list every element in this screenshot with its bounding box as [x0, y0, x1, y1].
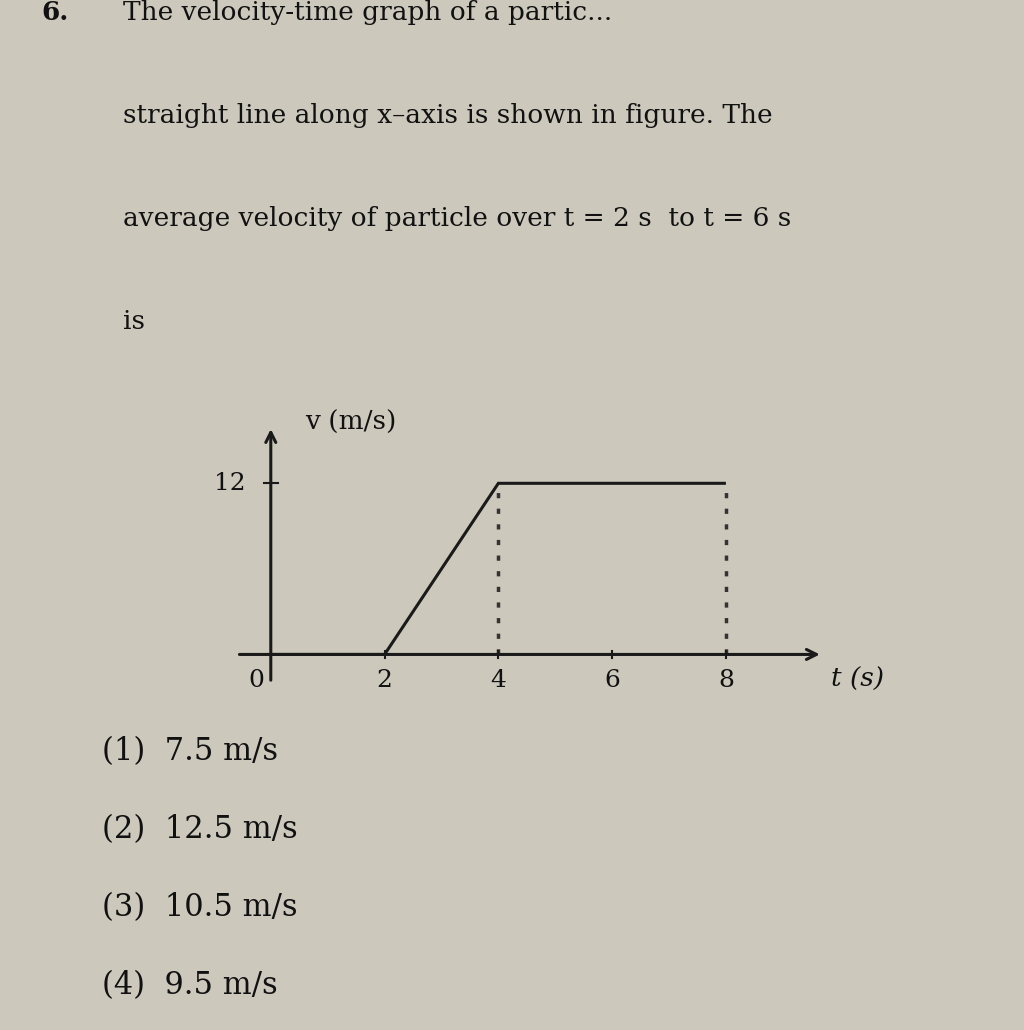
Text: (1)  7.5 m/s: (1) 7.5 m/s — [102, 735, 279, 766]
Text: (2)  12.5 m/s: (2) 12.5 m/s — [102, 814, 298, 845]
Text: is: is — [123, 309, 144, 334]
Text: v (m/s): v (m/s) — [305, 410, 396, 435]
Text: 2: 2 — [377, 668, 392, 692]
Text: average velocity of particle over t = 2 s  to t = 6 s: average velocity of particle over t = 2 … — [123, 206, 792, 231]
Text: 12: 12 — [214, 472, 245, 494]
Text: 4: 4 — [490, 668, 506, 692]
Text: (3)  10.5 m/s: (3) 10.5 m/s — [102, 892, 298, 923]
Text: 8: 8 — [718, 668, 734, 692]
Text: straight line along x–axis is shown in figure. The: straight line along x–axis is shown in f… — [123, 103, 772, 128]
Text: The velocity-time graph of a partic...: The velocity-time graph of a partic... — [123, 0, 612, 25]
Text: 6.: 6. — [41, 0, 69, 25]
Text: 0: 0 — [249, 668, 264, 692]
Text: (4)  9.5 m/s: (4) 9.5 m/s — [102, 970, 279, 1001]
Text: t (s): t (s) — [831, 667, 884, 692]
Text: 6: 6 — [604, 668, 621, 692]
